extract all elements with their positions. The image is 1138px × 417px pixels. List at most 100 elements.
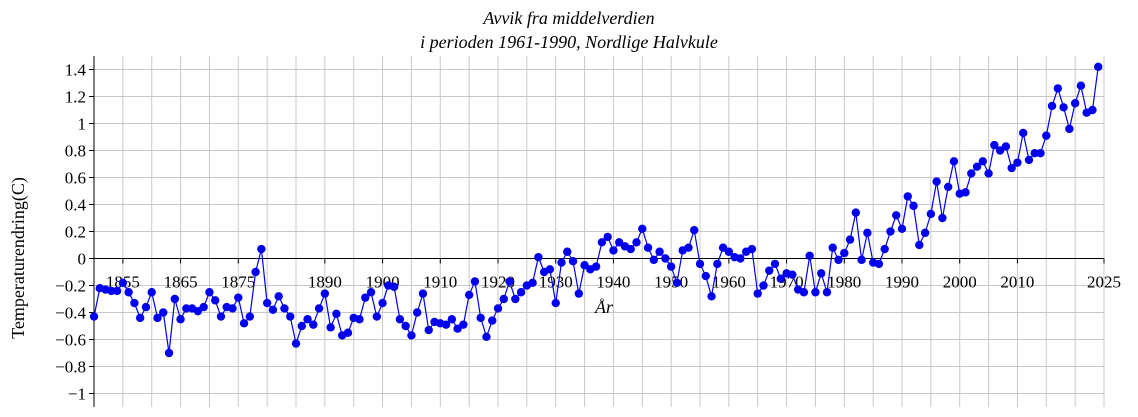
data-point (1024, 155, 1034, 165)
data-point (528, 278, 537, 287)
data-point (690, 225, 699, 235)
data-point (459, 320, 468, 329)
data-point (488, 316, 497, 325)
data-point (355, 315, 364, 324)
data-point (303, 315, 312, 324)
data-point (395, 315, 405, 324)
data-point (551, 298, 560, 308)
data-point (990, 140, 999, 150)
data-point (736, 254, 745, 263)
data-point (961, 188, 970, 197)
data-point (1076, 81, 1086, 90)
data-point (372, 312, 381, 321)
data-point (228, 304, 237, 313)
data-point (153, 313, 162, 323)
data-point (326, 323, 335, 332)
data-point (511, 294, 520, 304)
data-point (972, 162, 982, 171)
data-point (447, 315, 457, 324)
data-point (234, 293, 243, 302)
x-tick-label: 1980 (827, 273, 861, 292)
data-point (182, 304, 191, 313)
data-point (724, 247, 734, 256)
data-point (135, 313, 145, 323)
data-point (464, 290, 474, 300)
data-point (874, 259, 884, 269)
data-point (407, 331, 416, 340)
data-point (141, 302, 151, 312)
data-point (949, 157, 959, 166)
data-point (932, 177, 941, 186)
data-point (603, 232, 612, 242)
y-tick-label: 1 (78, 115, 87, 134)
data-point (505, 277, 514, 286)
data-point (216, 312, 226, 321)
data-point (568, 257, 578, 266)
x-tick-label: 1950 (654, 273, 688, 292)
data-point (892, 211, 901, 220)
data-point (1013, 158, 1022, 167)
data-point (1047, 101, 1057, 111)
data-point (851, 208, 861, 217)
x-tick-label: 1990 (885, 273, 919, 292)
data-point (332, 309, 341, 319)
data-point (286, 312, 295, 321)
data-point (107, 286, 116, 296)
data-point (1042, 131, 1051, 140)
data-point (389, 282, 399, 292)
data-point (666, 262, 676, 271)
data-point (626, 244, 635, 254)
data-point (297, 321, 306, 331)
data-point (251, 267, 260, 277)
data-point (1094, 62, 1103, 71)
data-point (280, 304, 289, 313)
data-point (499, 294, 508, 304)
data-point (695, 259, 705, 269)
data-point (765, 266, 774, 275)
data-point (314, 304, 324, 313)
x-tick-label: 1865 (164, 273, 198, 292)
data-point (863, 228, 872, 238)
data-point (909, 201, 918, 211)
data-point (245, 312, 255, 321)
data-point (89, 312, 99, 321)
data-point (320, 289, 330, 298)
x-tick-label: 1875 (221, 273, 255, 292)
data-point (343, 328, 353, 337)
data-point (176, 315, 185, 324)
data-point (257, 244, 266, 254)
data-point (1030, 149, 1039, 158)
data-point (609, 246, 618, 255)
chart-title-line-1: Avvik fra middelverdien (482, 8, 654, 28)
data-point (1070, 99, 1080, 108)
data-point (130, 298, 139, 308)
y-tick-label: −0.8 (55, 358, 86, 377)
data-point (211, 296, 220, 305)
data-point (309, 320, 318, 329)
data-point (753, 289, 762, 298)
data-point (684, 243, 693, 252)
data-point (701, 271, 710, 281)
data-point (124, 288, 133, 297)
x-tick-label: 2010 (1000, 273, 1034, 292)
data-point (493, 304, 503, 313)
data-point (817, 269, 826, 278)
data-point (828, 243, 837, 252)
data-point (1001, 142, 1011, 151)
data-point (1088, 105, 1097, 115)
data-point (788, 270, 797, 279)
x-tick-label: 1930 (539, 273, 573, 292)
data-point (268, 305, 278, 314)
x-tick-label: 1960 (712, 273, 746, 292)
data-point (880, 244, 889, 254)
data-point (1059, 103, 1068, 112)
x-tick-label: 1920 (481, 273, 515, 292)
data-point (655, 247, 664, 256)
data-point (1053, 84, 1063, 93)
data-point (476, 313, 485, 323)
data-point (845, 235, 855, 244)
data-point (441, 320, 451, 329)
data-point (239, 319, 249, 328)
y-tick-label: 1.2 (65, 88, 86, 107)
